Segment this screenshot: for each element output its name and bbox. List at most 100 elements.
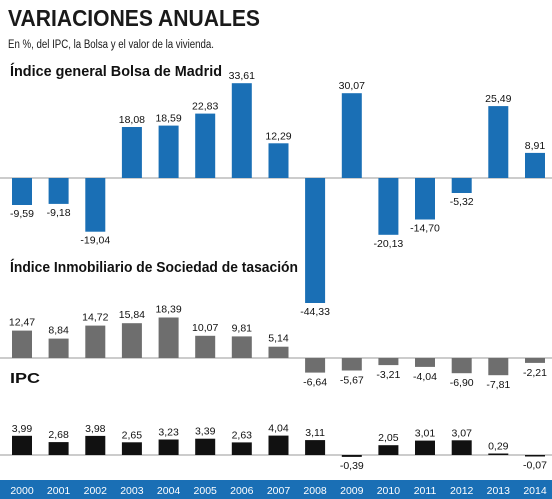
bolsa-value-label: 8,91 — [525, 140, 546, 152]
inmobiliario-bar — [158, 317, 179, 358]
inmobiliario-value-label: 5,14 — [268, 333, 289, 345]
year-tick-label: 2011 — [414, 485, 437, 497]
year-tick-label: 2006 — [230, 485, 254, 497]
bolsa-bar — [231, 83, 252, 178]
ipc-bar — [158, 439, 179, 455]
inmobiliario-bar — [85, 325, 106, 358]
inmobiliario-bar — [488, 358, 509, 376]
ipc-bar — [305, 440, 326, 455]
ipc-value-label: 3,99 — [12, 423, 33, 435]
ipc-value-label: -0,39 — [340, 460, 364, 472]
inmobiliario-bars: 12,47 8,84 14,72 15,84 18,39 10,07 9,81 5,14 -6,… — [0, 304, 552, 391]
year-tick-label: 2000 — [10, 485, 34, 497]
bolsa-value-label: 18,08 — [119, 114, 145, 126]
ipc-value-label: 0,29 — [488, 441, 509, 453]
ipc-value-label: 3,01 — [415, 428, 436, 440]
bolsa-value-label: 33,61 — [229, 70, 255, 82]
bolsa-bar — [341, 93, 362, 178]
ipc-value-label: 2,05 — [378, 432, 399, 444]
page-subtitle: En %, del IPC, la Bolsa y el valor de la… — [8, 39, 214, 51]
bolsa-value-label: 25,49 — [485, 93, 511, 105]
ipc-panel-title: IPC — [10, 371, 41, 387]
ipc-bars: 3,99 2,68 3,98 2,65 3,23 3,39 2,63 4,04 3,11 -0,3… — [0, 423, 552, 472]
bolsa-bar — [121, 127, 142, 178]
inmobiliario-value-label: -2,21 — [523, 367, 547, 379]
bolsa-value-label: -9,18 — [47, 207, 71, 219]
ipc-value-label: 3,23 — [158, 427, 179, 439]
ipc-value-label: 3,11 — [305, 427, 325, 439]
bolsa-value-label: 12,29 — [265, 130, 291, 142]
bolsa-bar — [415, 178, 435, 220]
bolsa-bar — [378, 178, 399, 235]
bolsa-bar — [488, 106, 509, 178]
bolsa-bar — [305, 178, 326, 303]
bolsa-value-label: 30,07 — [339, 80, 365, 92]
inmobiliario-value-label: 9,81 — [232, 322, 253, 334]
ipc-bar — [231, 442, 252, 455]
bolsa-value-label: -44,33 — [300, 306, 330, 318]
bolsa-value-label: -20,13 — [374, 238, 404, 250]
year-tick-label: 2007 — [267, 485, 291, 497]
inmobiliario-value-label: 12,47 — [9, 317, 35, 329]
bolsa-value-label: -9,59 — [10, 208, 34, 220]
inmobiliario-bar — [195, 335, 216, 358]
ipc-bar — [378, 445, 399, 455]
bolsa-value-label: -19,04 — [80, 235, 110, 247]
year-tick-label: 2013 — [487, 485, 511, 497]
year-tick-label: 2008 — [303, 485, 327, 497]
ipc-bar — [85, 435, 106, 455]
ipc-bar — [451, 440, 472, 455]
year-tick-label: 2010 — [377, 485, 401, 497]
bolsa-bar — [12, 178, 32, 205]
bolsa-bars: -9,59 -9,18 -19,04 18,08 18,59 22,83 33,61 12,2… — [0, 70, 552, 318]
ipc-value-label: 2,65 — [122, 429, 143, 441]
inmobiliario-value-label: -3,21 — [376, 369, 400, 381]
ipc-value-label: 2,68 — [48, 429, 69, 441]
ipc-value-label: 2,63 — [232, 429, 253, 441]
inmobiliario-panel-title: Índice Inmobiliario de Sociedad de tasac… — [10, 259, 298, 276]
ipc-value-label: 3,07 — [451, 427, 472, 439]
bolsa-bar — [158, 125, 179, 178]
ipc-bar — [415, 440, 435, 455]
inmobiliario-bar — [305, 358, 326, 373]
bolsa-bar — [195, 113, 216, 178]
year-axis: 2000 2001 2002 2003 2004 2005 2006 2007 2008 2009… — [10, 485, 547, 497]
ipc-bar — [195, 438, 216, 455]
bolsa-value-label: 18,59 — [155, 113, 181, 125]
year-tick-label: 2001 — [47, 485, 71, 497]
ipc-value-label: 3,98 — [85, 423, 106, 435]
year-tick-label: 2004 — [157, 485, 181, 497]
year-tick-label: 2009 — [340, 485, 364, 497]
ipc-bar — [48, 442, 69, 455]
ipc-value-label: -0,07 — [523, 460, 547, 472]
inmobiliario-bar — [451, 358, 472, 374]
ipc-bar — [488, 453, 509, 455]
year-tick-label: 2002 — [84, 485, 108, 497]
inmobiliario-bar — [231, 336, 252, 358]
inmobiliario-bar — [378, 358, 399, 366]
ipc-bar — [12, 435, 32, 455]
bolsa-value-label: -5,32 — [450, 196, 474, 208]
bolsa-bar — [525, 152, 545, 178]
year-axis-bar — [0, 480, 552, 499]
bolsa-panel-title: Índice general Bolsa de Madrid — [10, 63, 222, 80]
inmobiliario-value-label: -6,90 — [450, 377, 474, 389]
inmobiliario-value-label: 15,84 — [119, 309, 145, 321]
ipc-bar — [121, 442, 142, 455]
year-tick-label: 2014 — [523, 485, 547, 497]
ipc-bar — [268, 435, 289, 455]
inmobiliario-value-label: 14,72 — [82, 312, 108, 324]
ipc-value-label: 3,39 — [195, 426, 216, 438]
inmobiliario-bar — [341, 358, 362, 371]
inmobiliario-value-label: -4,04 — [413, 371, 437, 383]
inmobiliario-value-label: 18,39 — [155, 304, 181, 316]
inmobiliario-bar — [415, 358, 435, 367]
inmobiliario-bar — [121, 323, 142, 358]
bolsa-value-label: -14,70 — [410, 223, 440, 235]
inmobiliario-bar — [268, 346, 289, 358]
inmobiliario-value-label: -6,64 — [303, 377, 327, 389]
bolsa-value-label: 22,83 — [192, 101, 218, 113]
inmobiliario-value-label: 10,07 — [192, 322, 218, 334]
bolsa-bar — [48, 178, 69, 204]
